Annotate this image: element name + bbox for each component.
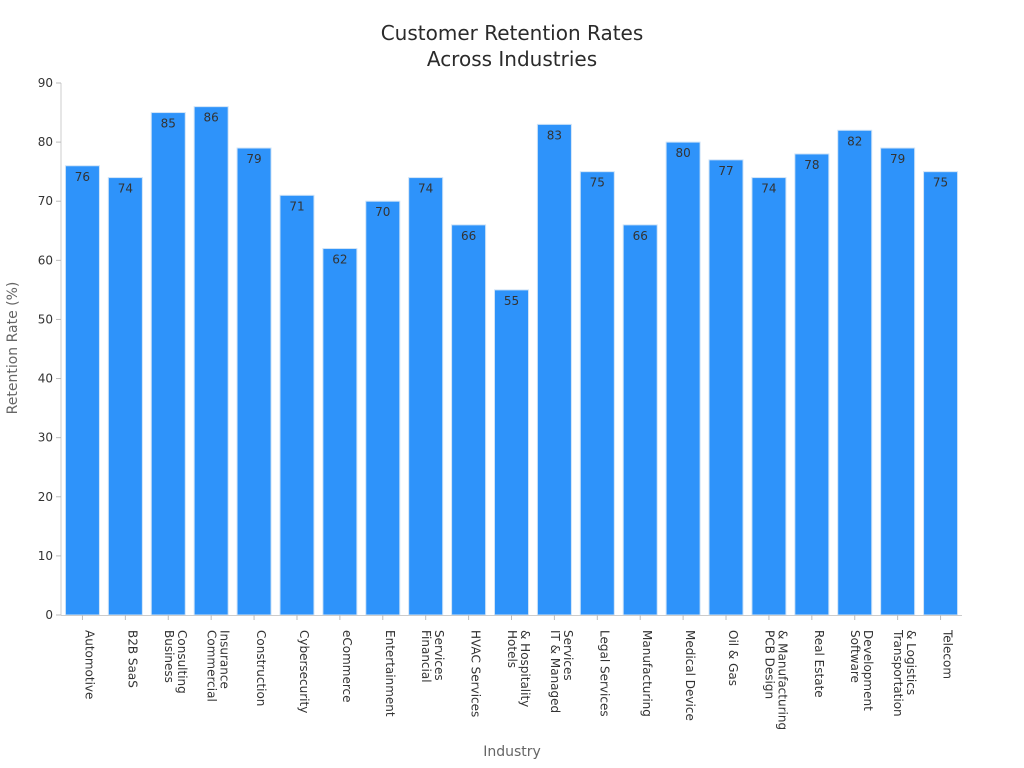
x-tick-label: Services xyxy=(432,630,446,681)
bar-value-label: 75 xyxy=(933,176,948,190)
bar xyxy=(536,123,572,616)
bar xyxy=(708,159,744,616)
x-tick-label: Entertainment xyxy=(383,630,397,717)
chart-title-line: Across Industries xyxy=(427,47,597,71)
bar xyxy=(622,224,658,616)
bar-value-label: 80 xyxy=(675,146,690,160)
bar xyxy=(579,171,615,616)
x-tick-label: Development xyxy=(861,630,875,711)
y-tick-label: 50 xyxy=(38,312,53,326)
x-tick-label: HVAC Services xyxy=(469,630,483,717)
x-tick-label: & Hospitality xyxy=(518,630,532,707)
x-tick-label: Hotels xyxy=(505,630,519,668)
chart-title-line: Customer Retention Rates xyxy=(381,21,644,45)
bar xyxy=(837,129,873,616)
bar-value-label: 62 xyxy=(332,253,347,267)
bar xyxy=(236,147,272,616)
bars xyxy=(64,106,959,616)
bar-value-label: 82 xyxy=(847,134,862,148)
y-tick-label: 80 xyxy=(38,135,53,149)
y-tick-label: 20 xyxy=(38,490,53,504)
x-tick-label: Consulting xyxy=(175,630,189,694)
y-tick-label: 0 xyxy=(45,608,53,622)
bar xyxy=(365,200,401,616)
x-tick-label: Insurance xyxy=(218,630,232,689)
bar xyxy=(107,177,143,616)
bar xyxy=(193,106,229,616)
x-tick-label: Automotive xyxy=(82,630,96,699)
x-tick-label: Transportation xyxy=(891,629,905,717)
x-tick-label: Construction xyxy=(254,630,268,706)
x-tick-label: Oil & Gas xyxy=(726,630,740,686)
bar xyxy=(451,224,487,616)
bar-data-labels: 76 74 85 86 79 71 62 70 74 66 55 83 75 66 80 77 74 78 82 79… xyxy=(75,111,948,308)
bar-value-label: 74 xyxy=(761,182,776,196)
bar xyxy=(665,141,701,616)
bar-value-label: 70 xyxy=(375,205,390,219)
x-tick-label: IT & Managed xyxy=(548,630,562,713)
y-tick-label: 60 xyxy=(38,253,53,267)
bar-value-label: 77 xyxy=(718,164,733,178)
bar-value-label: 74 xyxy=(118,182,133,196)
bar-value-label: 83 xyxy=(547,128,562,142)
bar xyxy=(751,177,787,616)
x-tick-label: Medical Device xyxy=(683,630,697,721)
x-tick-label: Services xyxy=(561,630,575,681)
bar xyxy=(322,248,358,616)
y-tick-label: 70 xyxy=(38,194,53,208)
x-tick-label: Real Estate xyxy=(812,630,826,698)
x-tick-label: Financial xyxy=(419,630,433,683)
bar xyxy=(923,171,959,616)
bar-value-label: 85 xyxy=(161,117,176,131)
bar xyxy=(794,153,830,616)
x-tick-label: Business xyxy=(162,630,176,683)
x-tick-label: Telecom xyxy=(941,629,955,679)
bar xyxy=(880,147,916,616)
bar-value-label: 66 xyxy=(461,229,476,243)
x-axis: Automotive B2B SaaS Business Consulting Comm… xyxy=(61,615,962,730)
bar-value-label: 75 xyxy=(590,176,605,190)
y-tick-label: 40 xyxy=(38,372,53,386)
bar xyxy=(150,112,186,616)
bar-value-label: 78 xyxy=(804,158,819,172)
y-axis: 0 10 20 30 40 50 60 70 80 90 xyxy=(38,76,62,622)
y-tick-label: 90 xyxy=(38,76,53,90)
bar-value-label: 55 xyxy=(504,294,519,308)
bar xyxy=(64,165,100,616)
bar-value-label: 86 xyxy=(204,111,219,125)
bar xyxy=(408,177,444,616)
y-tick-label: 10 xyxy=(38,549,53,563)
bar-value-label: 79 xyxy=(890,152,905,166)
y-tick-label: 30 xyxy=(38,431,53,445)
y-axis-title: Retention Rate (%) xyxy=(5,282,21,415)
x-tick-label: & Logistics xyxy=(904,630,918,695)
x-tick-label: Commercial xyxy=(205,630,219,702)
x-tick-label: B2B SaaS xyxy=(125,630,139,688)
x-tick-label: eCommerce xyxy=(340,630,354,703)
bar xyxy=(279,194,315,616)
bar xyxy=(494,289,529,616)
bar-value-label: 71 xyxy=(289,199,304,213)
x-tick-label: Cybersecurity xyxy=(297,630,311,713)
x-tick-label: & Manufacturing xyxy=(775,630,789,730)
bar-value-label: 76 xyxy=(75,170,90,184)
bar-value-label: 79 xyxy=(246,152,261,166)
x-tick-label: Software xyxy=(848,630,862,683)
x-tick-label: Manufacturing xyxy=(640,630,654,717)
x-tick-label: PCB Design xyxy=(762,630,776,699)
bar-value-label: 74 xyxy=(418,182,433,196)
bar-value-label: 66 xyxy=(633,229,648,243)
x-tick-label: Legal Services xyxy=(597,630,611,717)
x-axis-title: Industry xyxy=(483,744,541,760)
